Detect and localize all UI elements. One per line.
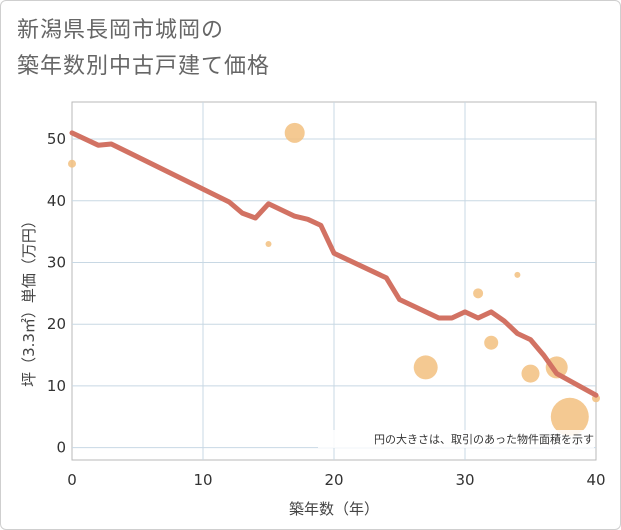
y-tick-label-40: 40: [47, 192, 66, 210]
x-tick-label-30: 30: [455, 471, 474, 489]
bubble-layer: [68, 122, 600, 436]
trend-line-layer: [69, 130, 599, 398]
bubble-point-1[interactable]: [284, 122, 305, 143]
x-tick-label-40: 40: [586, 471, 605, 489]
bubble-point-3[interactable]: [413, 355, 438, 380]
bubble-point-9[interactable]: [550, 397, 589, 436]
y-tick-label-0: 0: [56, 439, 66, 457]
y-tick-label-50: 50: [47, 130, 66, 148]
x-tick-label-10: 10: [193, 471, 212, 489]
x-axis-label: 築年数（年）: [289, 500, 379, 518]
bubble-point-2[interactable]: [265, 240, 272, 247]
chart-title-line1: 新潟県長岡市城岡の: [17, 18, 225, 43]
x-tick-label-0: 0: [67, 471, 77, 489]
bubble-point-7[interactable]: [521, 364, 540, 383]
bubble-point-6[interactable]: [514, 271, 521, 278]
bubble-point-5[interactable]: [484, 335, 499, 350]
trend-line: [69, 130, 599, 398]
y-tick-label-20: 20: [47, 315, 66, 333]
y-axis-label: 坪（3.3㎡）単価（万円）: [20, 213, 38, 387]
chart-title: 新潟県長岡市城岡の 築年数別中古戸建て価格: [17, 13, 437, 85]
note-background: [318, 430, 594, 448]
x-tick-label-20: 20: [324, 471, 343, 489]
chart-note: 円の大きさは、取引のあった物件面積を示す: [374, 432, 594, 446]
chart-title-line2: 築年数別中古戸建て価格: [17, 54, 271, 79]
tick-labels: 0 10 20 30 40 0 10 20 30 40 50: [47, 130, 606, 489]
y-tick-label-30: 30: [47, 253, 66, 271]
bubble-point-4[interactable]: [473, 288, 484, 299]
bubble-point-0[interactable]: [68, 159, 76, 168]
y-tick-label-10: 10: [47, 377, 66, 395]
